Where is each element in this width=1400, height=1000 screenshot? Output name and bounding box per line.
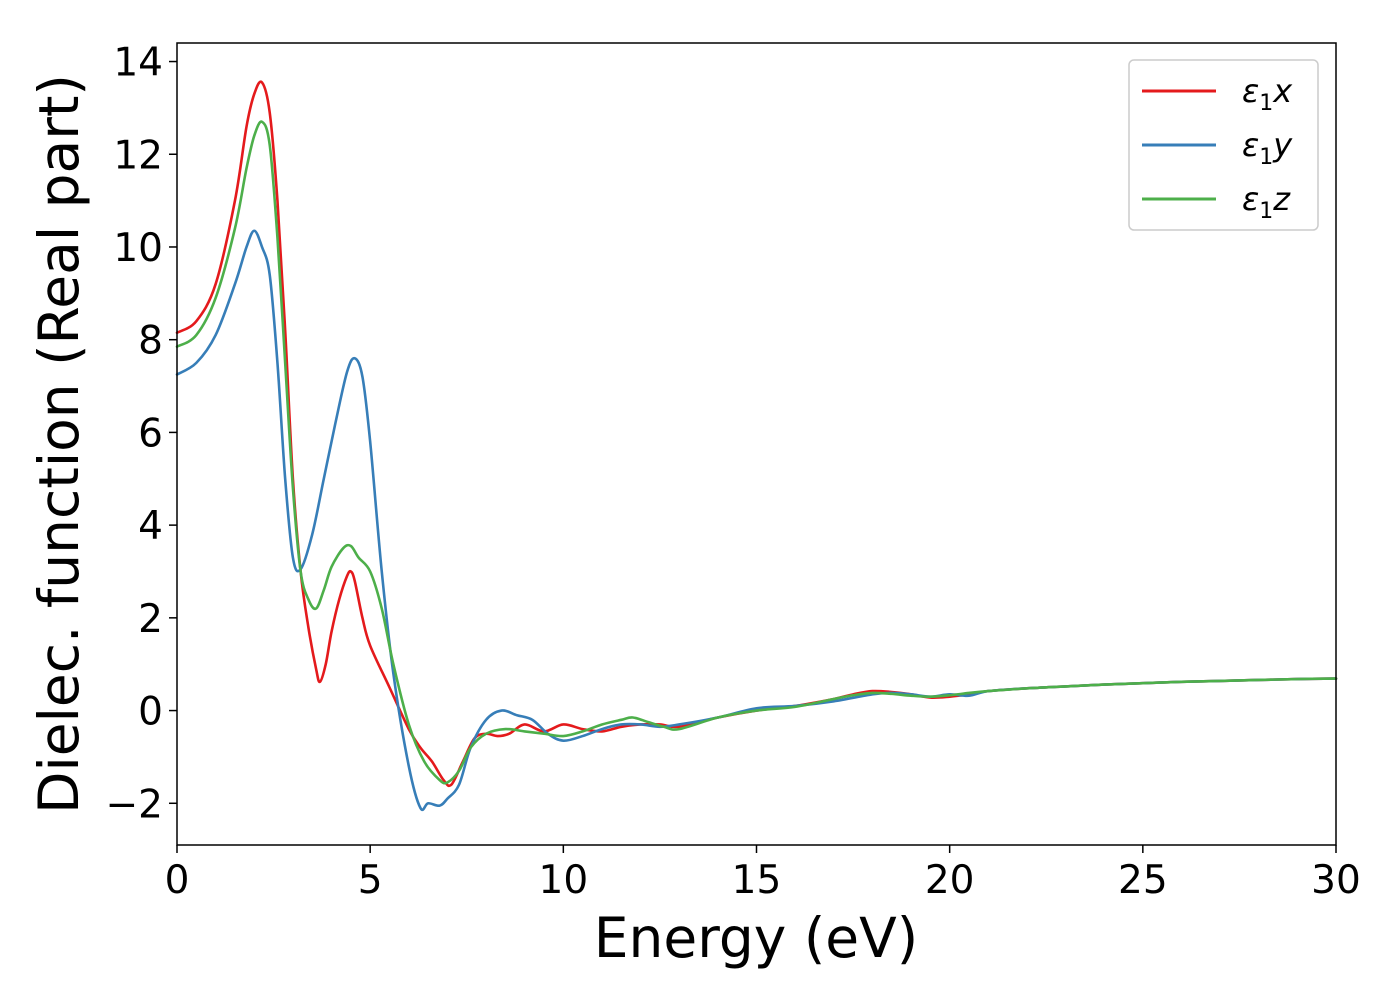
y-tick-label: 0: [138, 690, 163, 735]
x-tick-label: 0: [165, 858, 190, 903]
y-tick-label: 8: [138, 319, 163, 364]
y-tick-label: 14: [113, 41, 163, 86]
x-tick-label: 20: [925, 858, 975, 903]
x-axis-title: Energy (eV): [594, 906, 918, 970]
legend-label-y: ε1y: [1242, 126, 1293, 170]
y-axis-title: Dielec. function (Real part): [27, 74, 91, 814]
plot-lines: [175, 80, 1338, 812]
legend-label-x: ε1x: [1242, 72, 1293, 116]
x-tick-label: 5: [358, 858, 383, 903]
x-axis-ticks: 0 5 10 15 20 25 30: [165, 845, 1361, 903]
legend-label-z: ε1z: [1242, 180, 1291, 224]
y-tick-label: 2: [138, 597, 163, 642]
y-tick-label: 6: [138, 411, 163, 456]
series-line-y: [175, 229, 1338, 812]
x-tick-label: 30: [1311, 858, 1361, 903]
legend-items: ε1x ε1y ε1z: [1142, 72, 1293, 224]
x-tick-label: 15: [732, 858, 782, 903]
series-line-z: [175, 120, 1338, 785]
y-axis-ticks: −2 0 2 4 6 8 10 12 14: [106, 41, 177, 827]
x-tick-label: 10: [539, 858, 589, 903]
x-tick-label: 25: [1118, 858, 1168, 903]
y-tick-label: 12: [113, 133, 163, 178]
y-tick-label: 10: [113, 226, 163, 271]
y-tick-label: −2: [106, 782, 164, 827]
y-tick-label: 4: [138, 504, 163, 549]
legend-box: [1128, 59, 1319, 231]
legend: ε1x ε1y ε1z: [1128, 59, 1319, 231]
